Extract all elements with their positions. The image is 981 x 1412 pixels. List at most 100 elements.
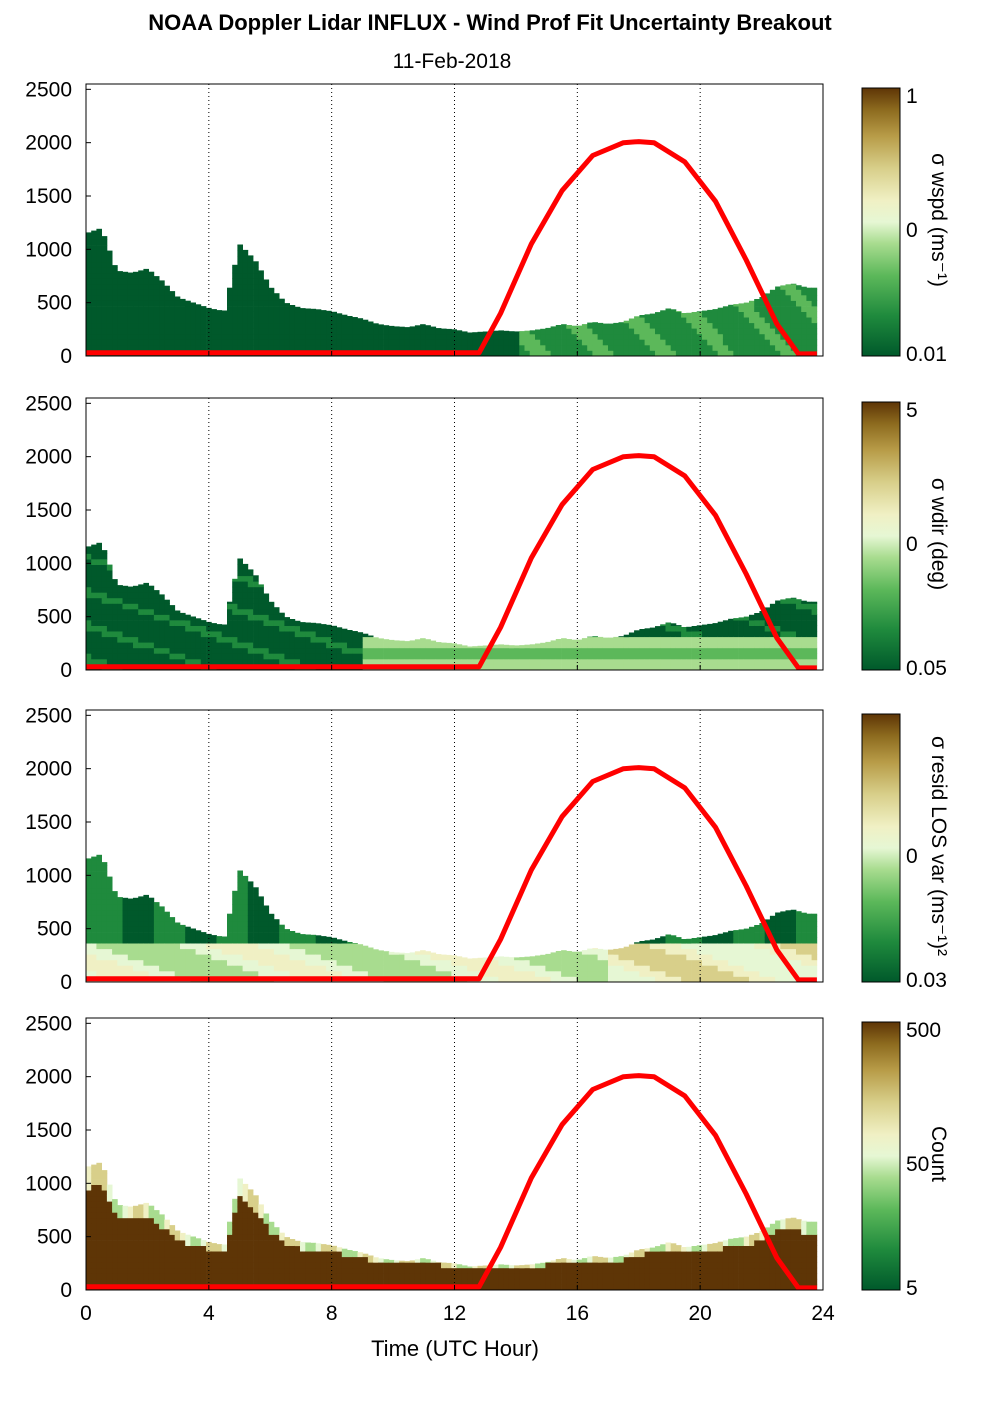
heatmap-cell xyxy=(122,965,129,972)
heatmap-cell xyxy=(268,1278,275,1285)
heatmap-cell xyxy=(608,965,614,972)
heatmap-cell xyxy=(472,958,478,961)
heatmap-cell xyxy=(237,1267,243,1274)
heatmap-cell xyxy=(195,954,202,961)
heatmap-cell xyxy=(769,328,776,335)
heatmap-cell xyxy=(211,1245,217,1252)
heatmap-cell xyxy=(148,642,155,649)
heatmap-cell xyxy=(728,304,734,307)
heatmap-cell xyxy=(185,1240,191,1246)
heatmap-cell xyxy=(164,1223,170,1230)
heatmap-cell xyxy=(488,1267,494,1274)
heatmap-cell xyxy=(613,350,619,357)
heatmap-cell xyxy=(383,959,390,966)
heatmap-cell xyxy=(754,322,760,329)
heatmap-cell xyxy=(253,937,259,944)
heatmap-cell xyxy=(315,1243,322,1246)
heatmap-cell xyxy=(488,1284,494,1291)
heatmap-cell xyxy=(294,317,301,324)
heatmap-cell xyxy=(336,344,343,351)
heatmap-cell xyxy=(305,934,311,938)
heatmap-cell xyxy=(180,932,186,938)
heatmap-cell xyxy=(722,322,729,329)
heatmap-cell xyxy=(268,653,275,660)
heatmap-cell xyxy=(284,344,290,351)
heatmap-cell xyxy=(675,943,682,950)
heatmap-cell xyxy=(597,965,604,972)
heatmap-cell xyxy=(722,647,729,654)
heatmap-cell xyxy=(394,333,400,340)
heatmap-cell xyxy=(258,306,264,312)
heatmap-cell xyxy=(639,339,645,346)
heatmap-cell xyxy=(717,636,724,643)
heatmap-cell xyxy=(414,1278,421,1285)
heatmap-cell xyxy=(138,959,144,966)
heatmap-cell xyxy=(106,921,113,927)
heatmap-cell xyxy=(796,653,802,660)
heatmap-cell xyxy=(331,647,337,654)
heatmap-cell xyxy=(101,954,108,961)
heatmap-cell xyxy=(122,344,129,351)
heatmap-cell xyxy=(268,306,275,312)
heatmap-cell xyxy=(227,926,233,933)
heatmap-cell xyxy=(738,642,745,649)
heatmap-cell xyxy=(169,291,176,296)
heatmap-cell xyxy=(86,948,92,955)
heatmap-cell xyxy=(86,1229,92,1235)
heatmap-cell xyxy=(790,631,797,638)
heatmap-cell xyxy=(686,631,692,638)
heatmap-cell xyxy=(686,344,692,351)
heatmap-cell xyxy=(279,926,285,933)
heatmap-cell xyxy=(310,333,317,340)
heatmap-cell xyxy=(174,610,181,615)
heatmap-cell xyxy=(284,970,290,977)
heatmap-cell xyxy=(253,887,259,894)
heatmap-cell xyxy=(769,970,776,977)
heatmap-cell xyxy=(352,631,358,632)
heatmap-cell xyxy=(367,333,374,340)
heatmap-cell xyxy=(790,339,797,346)
heatmap-cell xyxy=(185,300,191,307)
heatmap-cell xyxy=(148,300,155,307)
heatmap-cell xyxy=(164,317,170,324)
heatmap-cell xyxy=(587,339,593,346)
heatmap-cell xyxy=(441,653,447,660)
heatmap-cell xyxy=(174,932,181,938)
heatmap-cell xyxy=(138,609,144,615)
heatmap-cell xyxy=(169,959,176,966)
heatmap-cell xyxy=(148,1223,155,1230)
heatmap-cell xyxy=(96,317,102,324)
heatmap-cell xyxy=(456,1264,463,1269)
heatmap-cell xyxy=(362,319,369,324)
heatmap-cell xyxy=(362,948,369,955)
heatmap-cell xyxy=(529,330,536,335)
heatmap-cell xyxy=(806,625,812,632)
heatmap-cell xyxy=(331,642,337,649)
heatmap-cell xyxy=(242,876,249,883)
heatmap-cell xyxy=(749,328,755,335)
heatmap-cell xyxy=(247,1278,254,1285)
heatmap-cell xyxy=(367,635,374,638)
heatmap-cell xyxy=(362,658,369,665)
heatmap-cell xyxy=(169,647,176,654)
heatmap-cell xyxy=(294,620,301,627)
heatmap-cell xyxy=(247,1267,254,1274)
heatmap-cell xyxy=(571,328,578,335)
heatmap-cell xyxy=(712,625,719,632)
heatmap-cell xyxy=(409,344,416,351)
heatmap-cell xyxy=(112,915,118,922)
heatmap-cell xyxy=(675,625,682,626)
heatmap-cell xyxy=(378,1262,384,1269)
heatmap-cell xyxy=(378,954,384,961)
heatmap-cell xyxy=(253,909,259,916)
heatmap-cell xyxy=(221,959,228,966)
heatmap-cell xyxy=(341,970,348,977)
heatmap-cell xyxy=(180,1278,186,1285)
heatmap-cell xyxy=(227,311,233,318)
heatmap-cell xyxy=(190,943,196,950)
heatmap-cell xyxy=(289,1262,296,1269)
heatmap-cell xyxy=(91,1206,97,1213)
heatmap-cell xyxy=(352,636,358,643)
heatmap-cell xyxy=(430,328,437,335)
heatmap-cell xyxy=(117,333,123,340)
